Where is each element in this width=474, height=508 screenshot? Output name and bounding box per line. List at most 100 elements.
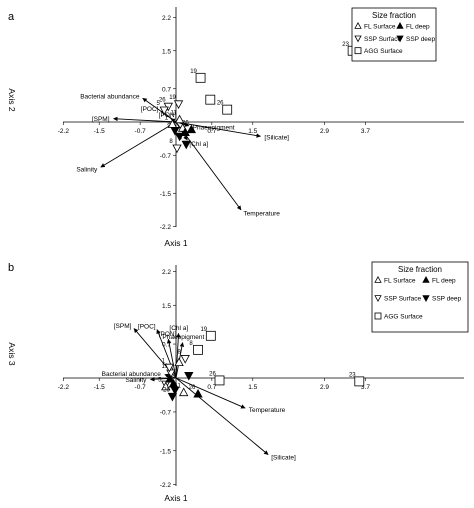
data-point xyxy=(164,363,175,373)
y-tick-label: -2.2 xyxy=(160,482,172,489)
point-site-label: 5 xyxy=(157,101,161,107)
x-tick-label: 3.7 xyxy=(361,384,370,391)
vector-label: [Silicate] xyxy=(271,455,296,462)
point-site-label: 23 xyxy=(342,42,349,48)
legend-entry-label: SSP Surface xyxy=(384,296,421,303)
y-tick-label: -0.7 xyxy=(160,409,172,416)
x-tick-label: 1.5 xyxy=(248,384,257,391)
point-site-label: 26 xyxy=(209,371,216,377)
data-point xyxy=(165,373,175,383)
vector-arrow xyxy=(113,116,177,123)
vector-label: Salinity xyxy=(125,377,147,384)
legend-box xyxy=(371,261,469,333)
data-point xyxy=(214,375,225,386)
data-point xyxy=(181,140,191,150)
x-tick-label: 3.7 xyxy=(361,128,370,135)
vector-arrow xyxy=(175,332,181,379)
x-tick-label: 2.9 xyxy=(320,128,329,135)
x-axis-title: Axis 1 xyxy=(164,238,187,248)
data-point xyxy=(174,114,185,124)
x-tick-label: -2.2 xyxy=(58,128,70,135)
data-point xyxy=(186,124,197,134)
y-axis-title: Axis 2 xyxy=(7,88,17,111)
vector-label: [Chl a] xyxy=(169,325,188,332)
vector-label: [Silicate] xyxy=(264,134,289,141)
vector-label: [PON] xyxy=(159,331,177,338)
point-site-label: 26 xyxy=(159,97,166,103)
data-point xyxy=(179,387,189,397)
vector-label: Bacterial abundance xyxy=(80,93,140,100)
y-tick-label: 0.7 xyxy=(162,342,171,349)
legend-marker xyxy=(422,276,430,283)
vector-arrow xyxy=(175,121,242,211)
data-point xyxy=(193,344,203,355)
point-site-label: 19 xyxy=(190,69,197,75)
vector-label: [Chl a] xyxy=(189,141,208,148)
vector-arrow xyxy=(175,377,246,409)
vector-label: [POC] xyxy=(138,323,156,330)
point-site-label: 11 xyxy=(170,111,177,117)
vector-arrow xyxy=(166,338,177,379)
vector-label: Temperature xyxy=(243,211,280,218)
data-point xyxy=(173,100,184,109)
y-tick-label: -1.5 xyxy=(160,448,172,455)
legend-marker xyxy=(422,295,430,302)
legend-entry-label: FL deep xyxy=(406,24,430,31)
point-site-label: 11 xyxy=(175,384,182,390)
y-axis-title: Axis 3 xyxy=(7,342,17,365)
data-point xyxy=(170,127,180,136)
panel-letter: a xyxy=(8,11,15,23)
x-tick-label: 0.7 xyxy=(207,384,216,391)
point-site-label: 5 xyxy=(158,378,162,384)
legend-title: Size fraction xyxy=(398,265,442,274)
legend-entry-label: AGG Surface xyxy=(384,314,423,321)
y-tick-label: -2.2 xyxy=(160,224,172,231)
point-site-label: 8 xyxy=(169,139,173,145)
data-point xyxy=(161,381,171,391)
legend-title: Size fraction xyxy=(372,11,416,20)
y-tick-label: -1.5 xyxy=(160,191,172,198)
data-point xyxy=(180,127,190,137)
y-tick-label: -0.7 xyxy=(160,153,172,160)
point-site-label: 26 xyxy=(182,121,189,127)
x-tick-label: 1.5 xyxy=(248,128,257,135)
data-point xyxy=(354,376,365,387)
data-point xyxy=(205,330,216,341)
vector-label: [PON] xyxy=(159,112,177,119)
legend-entry-label: FL Surface xyxy=(384,278,416,285)
point-site-label: 19 xyxy=(169,95,176,101)
vector-label: [SPM] xyxy=(114,323,132,330)
point-site-label: 26 xyxy=(163,387,170,393)
data-point xyxy=(166,369,176,379)
y-tick-label: 0.7 xyxy=(162,86,171,93)
x-tick-label: 0.7 xyxy=(207,128,216,135)
y-tick-label: 2.2 xyxy=(162,269,171,276)
x-tick-label: -1.5 xyxy=(94,128,106,135)
data-point xyxy=(180,355,190,364)
x-tick-label: -2.2 xyxy=(58,384,70,391)
data-point xyxy=(174,357,184,367)
vector-arrow xyxy=(175,121,261,138)
data-point xyxy=(222,104,233,115)
x-tick-label: 2.9 xyxy=(320,384,329,391)
panel-b: b -2.2 -1.5 -0.7 0.7 1.5 2.9 3.7 2.2 1.5 0.7 -0.7 -1… xyxy=(7,261,469,503)
panel-a: a -2.2 -1.5 -0.7 0.7 1.5 2.9 3.7 2.2 1.5 0.7 -0.7 -1… xyxy=(7,7,464,248)
legend-marker xyxy=(354,35,362,43)
point-site-label: 1 xyxy=(162,358,166,364)
point-site-label: 26 xyxy=(217,101,224,107)
legend-marker xyxy=(374,295,382,302)
vector-arrow xyxy=(175,377,269,455)
data-point xyxy=(195,72,206,83)
legend-marker xyxy=(354,47,362,55)
legend-entry-label: FL deep xyxy=(432,278,456,285)
vector-label: Salinity xyxy=(76,167,98,174)
vector-label: [SPM] xyxy=(92,116,110,123)
data-point xyxy=(205,94,216,105)
data-point xyxy=(159,106,169,116)
panel-letter: b xyxy=(8,262,14,274)
legend-marker xyxy=(396,35,404,43)
legend-entry-label: SSP Surface xyxy=(364,36,401,43)
point-site-label: 23 xyxy=(349,372,356,378)
legend-marker xyxy=(374,276,382,283)
